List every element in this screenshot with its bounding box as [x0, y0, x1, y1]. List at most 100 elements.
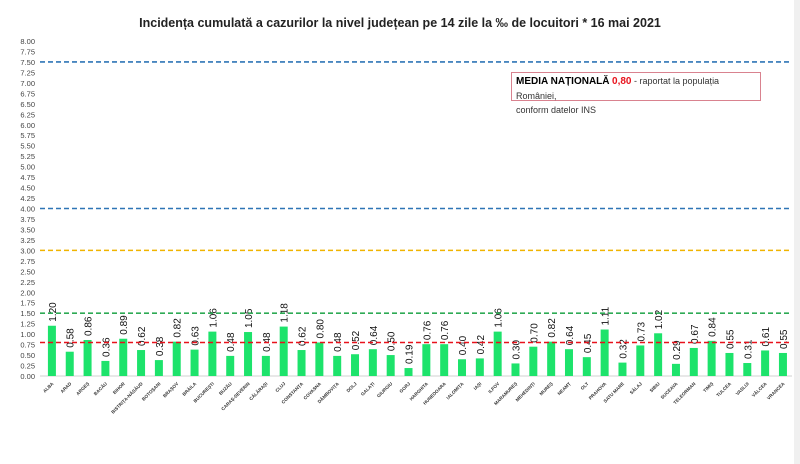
bar: [137, 350, 146, 376]
category-label: ALBA: [42, 381, 55, 394]
bar: [154, 360, 163, 376]
data-label: 0.89: [119, 315, 130, 335]
y-tick-label: 7.50: [20, 58, 35, 67]
y-tick-label: 5.25: [20, 152, 35, 161]
y-tick-label: 4.25: [20, 194, 35, 203]
data-label: 0.76: [440, 320, 451, 340]
y-tick-label: 3.75: [20, 215, 35, 224]
bar: [600, 329, 609, 376]
bar: [636, 345, 645, 376]
bar: [564, 349, 573, 376]
bar: [172, 341, 181, 376]
category-label: BIHOR: [112, 381, 126, 395]
category-label: DOLJ: [346, 381, 359, 394]
data-label: 0.42: [476, 335, 487, 355]
y-tick-label: 1.00: [20, 330, 35, 339]
y-tick-label: 2.25: [20, 278, 35, 287]
y-tick-label: 3.50: [20, 225, 35, 234]
y-tick-label: 5.75: [20, 131, 35, 140]
bar: [190, 349, 199, 376]
bar: [493, 331, 502, 376]
data-label: 1.02: [654, 309, 665, 329]
data-label: 0.55: [725, 329, 736, 349]
bar: [261, 355, 270, 376]
data-label: 0.64: [369, 325, 380, 345]
bar: [511, 363, 520, 376]
bar: [208, 331, 217, 376]
y-tick-label: 0.00: [20, 372, 35, 381]
note-text-2: conform datelor INS: [516, 105, 597, 115]
bar: [422, 344, 431, 376]
data-label: 1.06: [494, 308, 505, 328]
data-label: 0.62: [137, 326, 148, 346]
bar: [725, 352, 734, 376]
data-label: 0.58: [66, 328, 77, 348]
data-label: 0.80: [315, 319, 326, 339]
bar: [297, 350, 306, 376]
bar: [743, 363, 752, 376]
category-label: SĂLAJ: [628, 380, 643, 395]
data-label: 0.63: [191, 326, 202, 346]
category-label: MUREȘ: [539, 381, 555, 397]
note-text: - raportat la populația României,: [516, 76, 720, 101]
data-label: 0.86: [84, 316, 95, 336]
category-label: GORJ: [398, 381, 411, 394]
category-label: NEAMȚ: [557, 381, 572, 396]
data-label: 0.82: [173, 318, 184, 338]
data-label: 1.20: [48, 302, 59, 322]
y-tick-label: 4.50: [20, 184, 35, 193]
bar: [47, 325, 56, 376]
bar: [707, 340, 716, 376]
y-tick-label: 7.25: [20, 68, 35, 77]
category-label: TIMIȘ: [702, 381, 715, 394]
bar: [65, 351, 74, 376]
category-label: BUZĂU: [217, 380, 233, 396]
bar: [386, 355, 395, 376]
data-label: 0.70: [529, 323, 540, 343]
bar: [778, 352, 787, 376]
bar: [333, 355, 342, 376]
data-label: 1.18: [280, 303, 291, 323]
category-label: GIURGIU: [376, 381, 394, 399]
bar: [582, 357, 591, 376]
data-label: 0.30: [511, 340, 522, 360]
category-label: BRĂILA: [181, 380, 198, 397]
bar: [368, 349, 377, 376]
category-label: BACĂU: [92, 380, 108, 396]
data-label: 0.40: [458, 335, 469, 355]
data-label: 0.32: [618, 339, 629, 359]
data-label: 0.50: [387, 331, 398, 351]
bar: [119, 338, 128, 376]
bar: [689, 347, 698, 376]
y-tick-label: 2.00: [20, 288, 35, 297]
data-label: 0.82: [547, 318, 558, 338]
y-tick-label: 1.75: [20, 299, 35, 308]
category-label: BISTRIȚA-NĂSĂUD: [110, 380, 145, 415]
category-label: VASLUI: [735, 381, 750, 396]
category-label: VRANCEA: [766, 381, 786, 401]
category-label: VÂLCEA: [750, 380, 768, 398]
category-label: ILFOV: [487, 381, 501, 395]
bar: [529, 346, 538, 376]
y-tick-label: 7.75: [20, 47, 35, 56]
category-label: OLT: [580, 381, 590, 391]
bar: [475, 358, 484, 376]
note-value: 0,80: [612, 76, 632, 87]
category-label: ARAD: [60, 381, 73, 394]
y-tick-label: 6.25: [20, 110, 35, 119]
data-label: 0.73: [636, 322, 647, 342]
chart-title: Incidența cumulată a cazurilor la nivel …: [139, 16, 661, 30]
bar: [547, 341, 556, 376]
bar: [101, 360, 110, 376]
bar: [279, 326, 288, 376]
scroll-edge: [794, 0, 800, 464]
category-label: GALAȚI: [360, 381, 376, 397]
data-label: 0.36: [101, 337, 112, 357]
y-tick-label: 6.50: [20, 100, 35, 109]
note-label: MEDIA NAȚIONALĂ: [516, 76, 610, 87]
data-label: 1.11: [601, 306, 612, 325]
bar: [654, 333, 663, 376]
y-tick-label: 0.25: [20, 362, 35, 371]
y-tick-label: 3.25: [20, 236, 35, 245]
